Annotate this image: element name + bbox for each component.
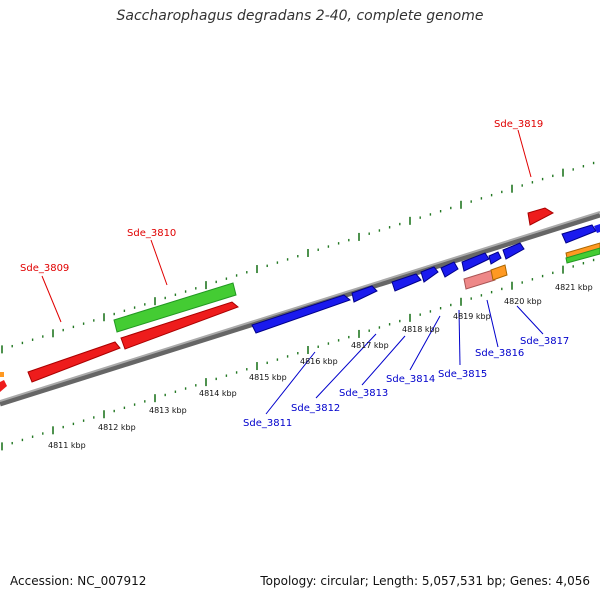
label-sde-3811: Sde_3811	[243, 418, 292, 429]
gene-pink[interactable]	[463, 269, 496, 290]
label-sde-3817: Sde_3817	[520, 336, 569, 347]
genome-summary: Topology: circular; Length: 5,057,531 bp…	[260, 574, 590, 588]
gene-right-edge-blue2[interactable]	[594, 224, 600, 233]
leader-sde-3811	[265, 351, 316, 415]
gene-sde-3810-red[interactable]	[120, 301, 239, 350]
kbp-label: 4811 kbp	[48, 441, 86, 450]
map-title: Saccharophagus degradans 2-40, complete …	[116, 8, 484, 24]
gene-sde-3816[interactable]	[488, 251, 502, 265]
kbp-label: 4813 kbp	[149, 406, 187, 415]
leader-sde-3814	[409, 315, 441, 371]
leader-sde-3819	[517, 129, 532, 178]
label-sde-3812: Sde_3812	[291, 403, 340, 414]
gene-sde-3819[interactable]	[527, 207, 555, 226]
gene-right-edge-blue[interactable]	[561, 224, 597, 244]
kbp-label: 4812 kbp	[98, 423, 136, 432]
kbp-label: 4820 kbp	[504, 297, 542, 306]
kbp-label: 4818 kbp	[402, 325, 440, 334]
leader-sde-3812	[315, 333, 377, 399]
lower-tick-track	[1, 258, 595, 451]
kbp-label: 4819 kbp	[453, 312, 491, 321]
leader-sde-3810	[150, 239, 168, 286]
kbp-label: 4814 kbp	[199, 389, 237, 398]
label-sde-3813: Sde_3813	[339, 388, 388, 399]
label-sde-3815: Sde_3815	[438, 369, 487, 380]
leader-sde-3817	[516, 305, 544, 335]
upper-tick-track	[1, 161, 595, 354]
gene-sde-3811[interactable]	[251, 294, 351, 334]
gene-sde-3810-green[interactable]	[113, 282, 237, 333]
kbp-label: 4816 kbp	[300, 357, 338, 366]
backbone	[0, 211, 600, 402]
leader-sde-3815	[458, 309, 461, 366]
gene-sde-3817[interactable]	[502, 242, 525, 260]
gene-right-orange[interactable]	[565, 242, 600, 259]
kbp-label: 4815 kbp	[249, 373, 287, 382]
gene-sde-3814b[interactable]	[440, 261, 459, 278]
label-sde-3816: Sde_3816	[475, 348, 524, 359]
kbp-label: 4817 kbp	[351, 341, 389, 350]
label-sde-3810: Sde_3810	[127, 228, 176, 239]
gene-sde-3809[interactable]	[27, 341, 121, 383]
gene-orange[interactable]	[490, 264, 508, 281]
gene-left-edge[interactable]	[0, 380, 7, 392]
gene-sde-3813[interactable]	[391, 273, 422, 292]
leader-sde-3813	[361, 335, 406, 386]
label-sde-3809: Sde_3809	[20, 263, 69, 274]
gene-sde-3815[interactable]	[461, 252, 490, 272]
gene-left-edge-orange	[0, 372, 4, 377]
gene-sde-3814a[interactable]	[420, 266, 439, 283]
label-sde-3819: Sde_3819	[494, 119, 543, 130]
accession-text: Accession: NC_007912	[10, 574, 147, 588]
label-sde-3814: Sde_3814	[386, 374, 435, 385]
leader-sde-3809	[41, 275, 62, 323]
gene-right-green[interactable]	[565, 247, 600, 264]
leader-sde-3816	[486, 299, 499, 348]
gene-sde-3812[interactable]	[351, 285, 378, 303]
kbp-label: 4821 kbp	[555, 283, 593, 292]
